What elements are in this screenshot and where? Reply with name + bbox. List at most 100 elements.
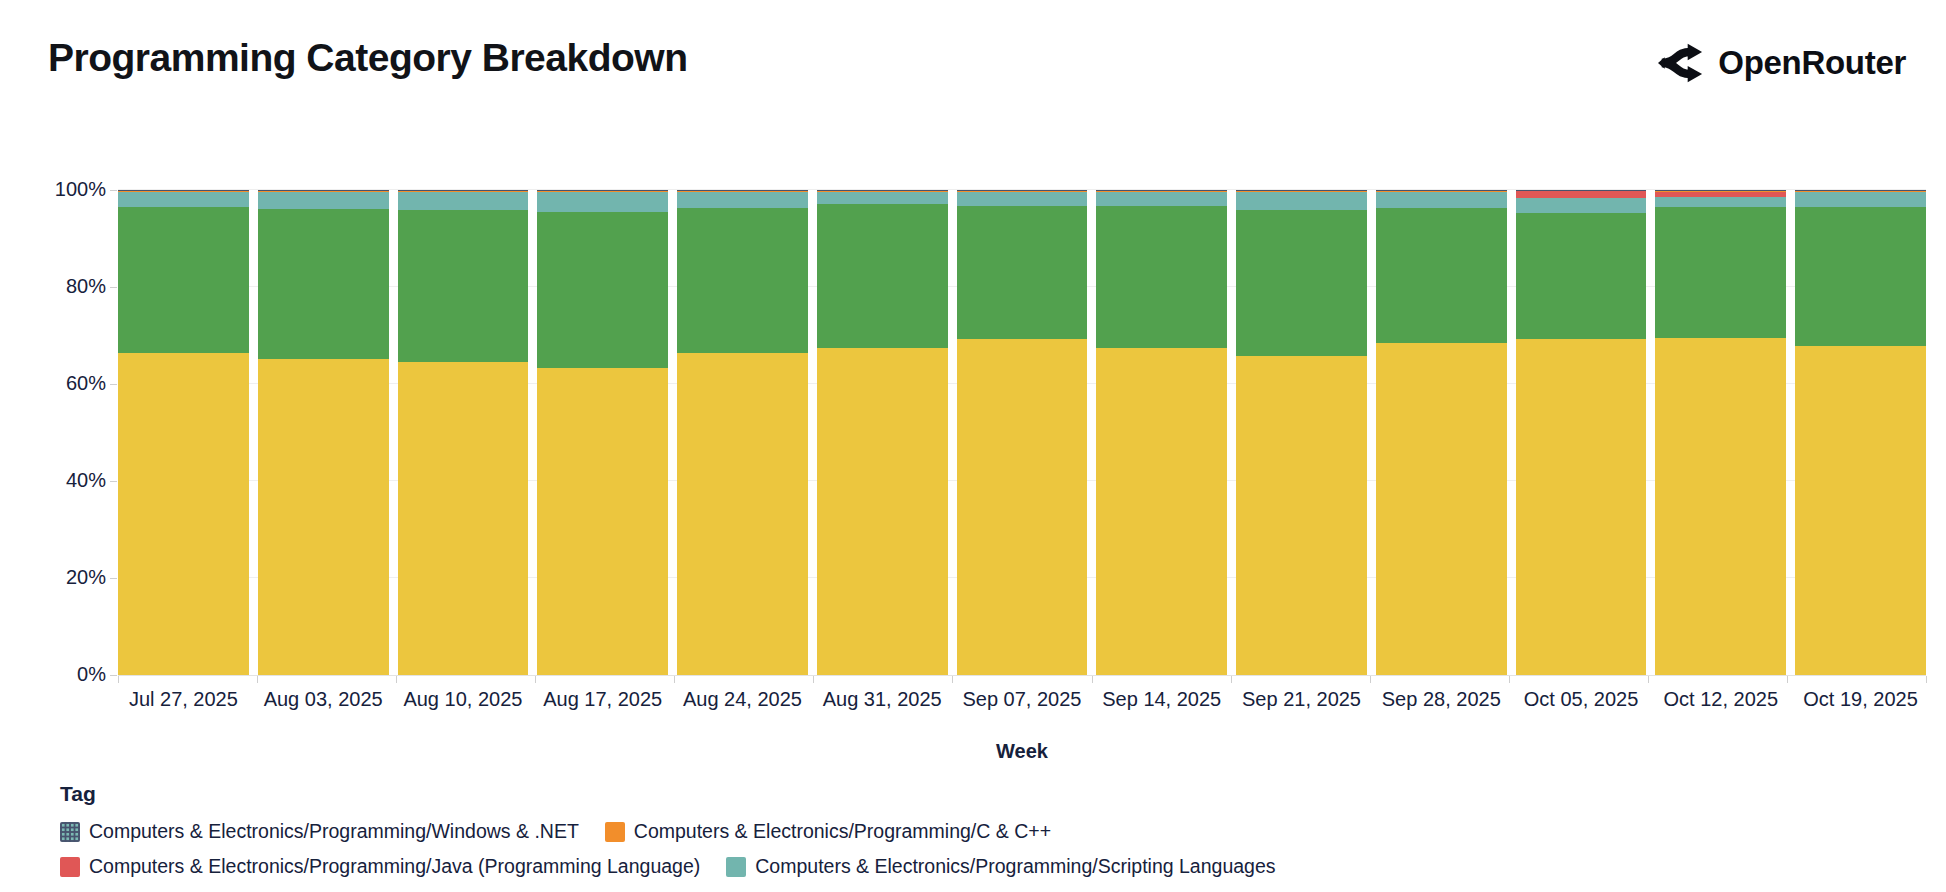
bar-segment[interactable] bbox=[677, 192, 808, 208]
bar-segment[interactable] bbox=[398, 210, 529, 362]
x-tick-label: Sep 21, 2025 bbox=[1236, 688, 1367, 711]
x-tick-label: Sep 07, 2025 bbox=[957, 688, 1088, 711]
bar-segment[interactable] bbox=[537, 192, 668, 212]
bar-segment[interactable] bbox=[957, 339, 1088, 675]
legend-label: Computers & Electronics/Programming/Scri… bbox=[755, 855, 1275, 878]
bar-segment[interactable] bbox=[1655, 197, 1786, 207]
y-tick-mark bbox=[110, 578, 117, 579]
bar-segment[interactable] bbox=[537, 368, 668, 675]
legend-item[interactable]: Computers & Electronics/Programming/Wind… bbox=[60, 820, 579, 843]
bar-sep-14-2025[interactable] bbox=[1096, 190, 1227, 675]
x-tick-label: Sep 28, 2025 bbox=[1376, 688, 1507, 711]
x-axis-title: Week bbox=[118, 740, 1926, 763]
bar-segment[interactable] bbox=[1236, 210, 1367, 356]
legend-swatch bbox=[60, 857, 80, 877]
bar-segment[interactable] bbox=[398, 192, 529, 209]
bar-segment[interactable] bbox=[1096, 192, 1227, 205]
openrouter-brand: OpenRouter bbox=[1658, 40, 1906, 86]
x-tick-mark bbox=[1231, 676, 1232, 683]
x-tick-label: Aug 24, 2025 bbox=[677, 688, 808, 711]
legend-title: Tag bbox=[60, 782, 1560, 806]
x-tick-mark bbox=[257, 676, 258, 683]
x-tick-label: Sep 14, 2025 bbox=[1096, 688, 1227, 711]
y-tick-mark bbox=[110, 384, 117, 385]
bar-oct-05-2025[interactable] bbox=[1516, 190, 1647, 675]
bar-segment[interactable] bbox=[1516, 198, 1647, 213]
bar-segment[interactable] bbox=[817, 192, 948, 204]
bar-segment[interactable] bbox=[118, 192, 249, 208]
bar-segment[interactable] bbox=[1236, 192, 1367, 209]
bar-segment[interactable] bbox=[1096, 206, 1227, 349]
bar-segment[interactable] bbox=[677, 208, 808, 354]
plot-area bbox=[118, 190, 1926, 676]
x-tick-mark bbox=[1092, 676, 1093, 683]
legend-label: Computers & Electronics/Programming/Wind… bbox=[89, 820, 579, 843]
legend-items: Computers & Electronics/Programming/Wind… bbox=[60, 820, 1530, 892]
y-tick-label: 80% bbox=[36, 275, 106, 298]
bar-jul-27-2025[interactable] bbox=[118, 190, 249, 675]
bar-aug-24-2025[interactable] bbox=[677, 190, 808, 675]
bars-container bbox=[118, 190, 1926, 675]
x-axis-labels: Jul 27, 2025Aug 03, 2025Aug 10, 2025Aug … bbox=[118, 688, 1926, 711]
legend-label: Computers & Electronics/Programming/C & … bbox=[634, 820, 1051, 843]
bar-aug-17-2025[interactable] bbox=[537, 190, 668, 675]
x-tick-mark bbox=[118, 676, 119, 683]
bar-segment[interactable] bbox=[957, 206, 1088, 340]
bar-sep-07-2025[interactable] bbox=[957, 190, 1088, 675]
bar-segment[interactable] bbox=[118, 353, 249, 675]
legend-swatch bbox=[605, 822, 625, 842]
bar-segment[interactable] bbox=[1376, 192, 1507, 208]
bar-segment[interactable] bbox=[1516, 339, 1647, 675]
bar-segment[interactable] bbox=[1655, 207, 1786, 337]
x-tick-mark bbox=[813, 676, 814, 683]
x-tick-label: Oct 19, 2025 bbox=[1795, 688, 1926, 711]
legend-item[interactable]: Computers & Electronics/Programming/C & … bbox=[605, 820, 1051, 843]
bar-segment[interactable] bbox=[817, 204, 948, 348]
y-tick-mark bbox=[110, 287, 117, 288]
legend-item[interactable]: Computers & Electronics/Programming/Scri… bbox=[726, 855, 1275, 878]
bar-segment[interactable] bbox=[1795, 207, 1926, 346]
x-tick-label: Aug 31, 2025 bbox=[817, 688, 948, 711]
legend-swatch bbox=[726, 857, 746, 877]
bar-segment[interactable] bbox=[1516, 213, 1647, 339]
bar-segment[interactable] bbox=[1655, 338, 1786, 675]
bar-aug-31-2025[interactable] bbox=[817, 190, 948, 675]
bar-oct-19-2025[interactable] bbox=[1795, 190, 1926, 675]
bar-aug-10-2025[interactable] bbox=[398, 190, 529, 675]
x-tick-label: Oct 05, 2025 bbox=[1516, 688, 1647, 711]
bar-segment[interactable] bbox=[398, 362, 529, 675]
bar-segment[interactable] bbox=[258, 359, 389, 675]
bar-sep-21-2025[interactable] bbox=[1236, 190, 1367, 675]
bar-segment[interactable] bbox=[537, 212, 668, 368]
bar-segment[interactable] bbox=[258, 209, 389, 359]
x-tick-mark bbox=[535, 676, 536, 683]
legend: Tag Computers & Electronics/Programming/… bbox=[60, 782, 1560, 892]
bar-segment[interactable] bbox=[677, 353, 808, 675]
bar-segment[interactable] bbox=[1516, 191, 1647, 198]
x-tick-mark bbox=[1648, 676, 1649, 683]
bar-segment[interactable] bbox=[1236, 356, 1367, 675]
bar-sep-28-2025[interactable] bbox=[1376, 190, 1507, 675]
bar-segment[interactable] bbox=[1795, 346, 1926, 675]
bar-segment[interactable] bbox=[118, 207, 249, 353]
bar-segment[interactable] bbox=[817, 348, 948, 675]
bar-segment[interactable] bbox=[1795, 192, 1926, 208]
x-tick-mark bbox=[1370, 676, 1371, 683]
y-tick-mark bbox=[110, 675, 117, 676]
y-tick-label: 20% bbox=[36, 566, 106, 589]
bar-segment[interactable] bbox=[957, 192, 1088, 206]
bar-segment[interactable] bbox=[1376, 208, 1507, 343]
bar-segment[interactable] bbox=[1376, 343, 1507, 675]
bar-aug-03-2025[interactable] bbox=[258, 190, 389, 675]
y-tick-label: 60% bbox=[36, 372, 106, 395]
y-tick-label: 40% bbox=[36, 469, 106, 492]
bar-oct-12-2025[interactable] bbox=[1655, 190, 1786, 675]
bar-segment[interactable] bbox=[258, 192, 389, 208]
page-title: Programming Category Breakdown bbox=[48, 36, 687, 80]
bar-segment[interactable] bbox=[1096, 348, 1227, 675]
legend-item[interactable]: Computers & Electronics/Programming/Java… bbox=[60, 855, 700, 878]
brand-name: OpenRouter bbox=[1718, 44, 1906, 82]
x-tick-mark bbox=[396, 676, 397, 683]
x-tick-mark bbox=[1787, 676, 1788, 683]
legend-swatch bbox=[60, 822, 80, 842]
